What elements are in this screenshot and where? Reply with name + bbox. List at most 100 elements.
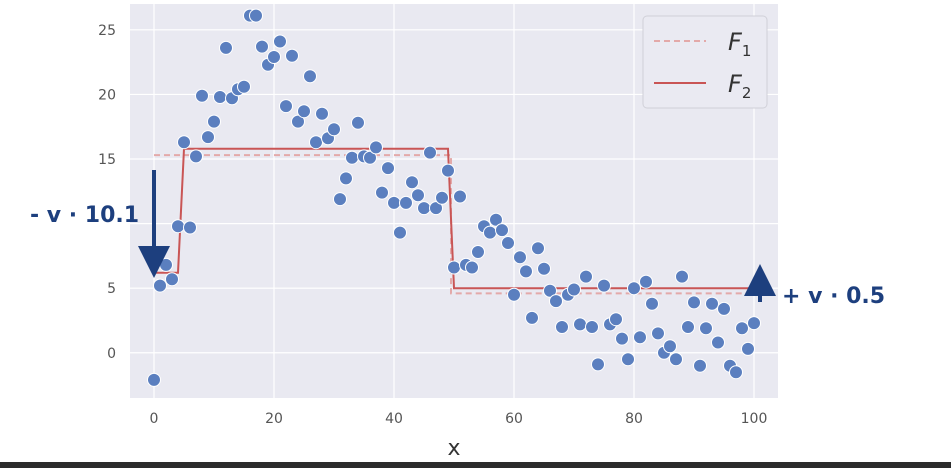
data-point [513, 250, 527, 265]
data-point [681, 320, 695, 334]
data-point [699, 321, 713, 336]
y-tick-label: 15 [98, 152, 116, 168]
data-point [531, 241, 545, 256]
data-point [675, 269, 689, 284]
data-point [735, 321, 749, 336]
annotation-right: + v · 0.5 [744, 264, 885, 309]
bottom-bar [0, 462, 951, 468]
data-point [717, 301, 731, 316]
data-point [429, 201, 443, 216]
data-point [171, 219, 185, 234]
data-point [447, 260, 461, 275]
data-point [585, 320, 599, 334]
data-point [621, 352, 635, 367]
data-point [639, 274, 653, 289]
data-point [285, 48, 299, 63]
data-point [351, 115, 365, 130]
data-point [567, 282, 581, 297]
data-point [705, 296, 719, 311]
data-point [159, 257, 173, 272]
data-point [693, 358, 707, 373]
data-point [579, 269, 593, 284]
data-point [507, 287, 521, 302]
data-point [489, 212, 503, 227]
data-point [669, 352, 683, 367]
data-point [687, 295, 701, 310]
data-point [165, 272, 179, 287]
data-point [615, 331, 629, 346]
data-point [483, 225, 497, 240]
data-point [201, 130, 215, 145]
data-point [207, 114, 221, 129]
data-point [195, 88, 209, 103]
data-point [597, 278, 611, 293]
data-point [327, 122, 341, 137]
x-axis-label: x [447, 436, 460, 461]
data-point [471, 245, 485, 259]
data-point [369, 140, 383, 155]
data-point [393, 225, 407, 240]
x-tick-label: 40 [385, 411, 403, 427]
data-point [417, 201, 431, 216]
data-point [381, 161, 395, 176]
data-point [291, 114, 305, 129]
data-point [591, 357, 605, 372]
legend-label-f2-sub: 2 [742, 84, 752, 102]
data-point [363, 150, 377, 165]
legend: F1 F2 [642, 15, 768, 109]
data-point [279, 99, 293, 114]
data-point [651, 326, 665, 341]
data-point [345, 150, 359, 165]
data-point [255, 39, 269, 54]
legend-label-f1: F1 [728, 28, 751, 60]
annotation-right-text: + v · 0.5 [782, 284, 885, 309]
data-point [249, 8, 263, 23]
data-point [747, 316, 761, 331]
data-point [633, 330, 647, 345]
data-point [189, 149, 203, 164]
data-point [645, 296, 659, 311]
data-point [387, 195, 401, 210]
data-point [537, 261, 551, 276]
data-point [519, 264, 533, 279]
y-tick-label: 5 [107, 281, 116, 297]
data-point [237, 79, 251, 94]
data-point [543, 283, 557, 298]
data-point [441, 163, 455, 178]
data-point [711, 335, 725, 350]
data-point [663, 339, 677, 354]
data-point [525, 310, 539, 325]
data-point [147, 372, 161, 387]
data-point [453, 189, 467, 204]
legend-label-f1-main: F [728, 28, 743, 56]
annotation-left: - v · 10.1 [30, 170, 170, 278]
data-point [183, 220, 197, 235]
legend-label-f2-main: F [728, 70, 743, 98]
data-point [501, 236, 515, 250]
data-point [609, 312, 623, 327]
data-point [309, 135, 323, 150]
data-point [297, 104, 311, 119]
data-point [153, 278, 167, 293]
y-tick-label: 25 [98, 23, 116, 39]
tick-labels: 0 20 40 60 80 100 0 5 15 20 25 [98, 23, 767, 427]
data-point [267, 50, 281, 64]
data-point [315, 106, 329, 121]
x-tick-label: 0 [150, 411, 159, 427]
data-point [465, 260, 479, 275]
annotation-left-text: - v · 10.1 [30, 203, 139, 228]
data-point [549, 294, 563, 309]
data-point [729, 365, 743, 380]
data-point [555, 320, 569, 334]
legend-label-f1-sub: 1 [742, 42, 752, 60]
data-point [219, 40, 233, 55]
data-point [423, 145, 437, 160]
x-tick-label: 60 [505, 411, 523, 427]
y-tick-label: 20 [98, 87, 116, 103]
x-tick-label: 20 [265, 411, 283, 427]
data-point [273, 34, 287, 49]
data-point [411, 188, 425, 203]
y-tick-label: 0 [107, 346, 116, 362]
